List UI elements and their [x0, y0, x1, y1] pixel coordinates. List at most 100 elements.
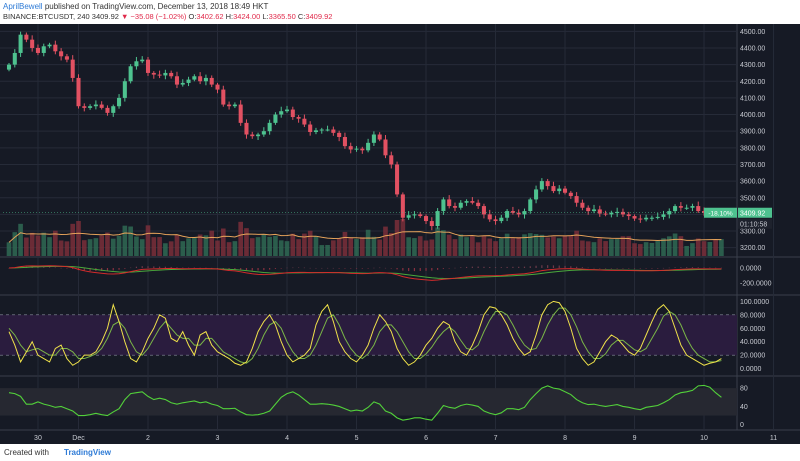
candle-body: [12, 52, 17, 65]
macd-hist-bar: [465, 266, 468, 268]
price-badge: 3409.92: [740, 211, 765, 218]
timer-badge-bg: [738, 218, 772, 229]
ohlc-line: BINANCE:BTCUSDT, 240 3409.92 ▼ −35.08 (−…: [3, 12, 332, 21]
volume-bar: [412, 238, 417, 256]
volume-bar: [580, 240, 585, 256]
candle-body: [232, 104, 237, 107]
volume-bar: [134, 236, 139, 256]
macd-hist-bar: [286, 267, 288, 269]
macd-hist-bar: [280, 268, 282, 269]
volume-bar: [35, 235, 41, 256]
volume-bar: [464, 237, 469, 256]
macd-hist-bar: [518, 266, 520, 268]
candle-body: [649, 217, 654, 219]
macd-hist-bar: [60, 267, 62, 269]
macd-hist-bar: [431, 268, 433, 271]
time-tick-label: 7: [494, 435, 498, 442]
close-value: 3409.92: [305, 12, 333, 21]
macd-line: [8, 265, 722, 281]
macd-hist-bar: [645, 268, 647, 269]
candle-body: [470, 201, 475, 203]
macd-hist-bar: [628, 268, 630, 269]
volume-bar: [441, 230, 446, 256]
volume-bar: [278, 240, 284, 256]
macd-hist-bar: [130, 267, 132, 269]
candle-body: [186, 79, 191, 83]
macd-hist-bar: [437, 268, 439, 270]
price-tick-label: 3200.00: [740, 245, 765, 252]
candle-body: [499, 217, 504, 222]
macd-hist-bar: [686, 267, 688, 268]
volume-bar: [128, 226, 133, 256]
candle-body: [105, 107, 110, 113]
candle-body: [452, 206, 458, 208]
candle-body: [82, 106, 87, 108]
volume-bar: [493, 241, 498, 256]
volume-bar: [290, 233, 296, 256]
volume-bar: [232, 241, 238, 256]
volume-bar: [273, 235, 278, 256]
volume-bar: [76, 221, 81, 256]
tradingview-logo[interactable]: TradingView: [64, 448, 111, 457]
volume-bar: [533, 234, 539, 256]
macd-hist-bar: [674, 267, 676, 268]
candle-body: [551, 186, 556, 192]
candle-body: [609, 212, 614, 215]
candle-body: [423, 216, 429, 222]
volume-bar: [522, 234, 527, 256]
volume-bar: [365, 229, 371, 256]
price-tick-label: 4300.00: [740, 62, 765, 69]
macd-hist-bar: [361, 268, 363, 269]
rsi-tick-label: 0: [740, 422, 744, 429]
time-tick-label: 6: [424, 435, 428, 442]
macd-hist-bar: [193, 267, 195, 269]
macd-hist-bar: [298, 267, 300, 269]
chart-canvas[interactable]: 3200.003300.003400.003500.003600.003700.…: [0, 24, 800, 444]
macd-hist-bar: [106, 268, 109, 271]
volume-bar: [632, 243, 637, 256]
volume-bar: [81, 240, 87, 256]
macd-hist-bar: [205, 267, 207, 269]
macd-hist-bar: [703, 267, 705, 268]
candle-body: [296, 117, 301, 119]
rsi-line: [8, 384, 722, 421]
macd-hist-bar: [216, 268, 219, 269]
macd-hist-bar: [581, 267, 584, 268]
chart-footer: Created with TradingView: [0, 444, 800, 461]
macd-hist-bar: [251, 268, 253, 271]
volume-bar: [163, 243, 168, 256]
price-tick-label: 3600.00: [740, 179, 765, 186]
candle-body: [47, 44, 52, 47]
macd-hist-bar: [657, 268, 659, 269]
volume-bar: [684, 246, 689, 256]
macd-hist-bar: [54, 267, 56, 269]
candle-body: [580, 202, 585, 208]
macd-hist-bar: [89, 268, 91, 272]
author-link[interactable]: AprilBewell: [3, 2, 43, 11]
macd-hist-bar: [245, 268, 248, 271]
macd-hist-bar: [112, 268, 114, 271]
macd-hist-bar: [373, 267, 375, 269]
volume-bar: [209, 230, 215, 256]
volume-bar: [690, 243, 695, 256]
macd-hist-bar: [691, 267, 694, 268]
macd-hist-bar: [489, 267, 491, 268]
macd-hist-bar: [408, 268, 410, 272]
candle-body: [366, 142, 371, 151]
candle-body: [360, 148, 365, 151]
candle-body: [53, 44, 58, 52]
publish-line: AprilBewell published on TradingView.com…: [3, 2, 268, 11]
time-tick-label: 5: [355, 435, 359, 442]
candle-body: [690, 206, 695, 208]
candle-body: [591, 209, 597, 212]
candle-body: [487, 214, 492, 220]
volume-bar: [504, 233, 510, 256]
macd-hist-bar: [101, 268, 103, 271]
volume-bar: [342, 231, 348, 256]
volume-bar: [325, 245, 330, 256]
chart-header: AprilBewell published on TradingView.com…: [0, 0, 800, 24]
rsi-tick-label: 40: [740, 404, 748, 411]
volume-bar: [695, 238, 701, 256]
volume-bar: [452, 239, 458, 256]
macd-hist-bar: [367, 268, 369, 269]
